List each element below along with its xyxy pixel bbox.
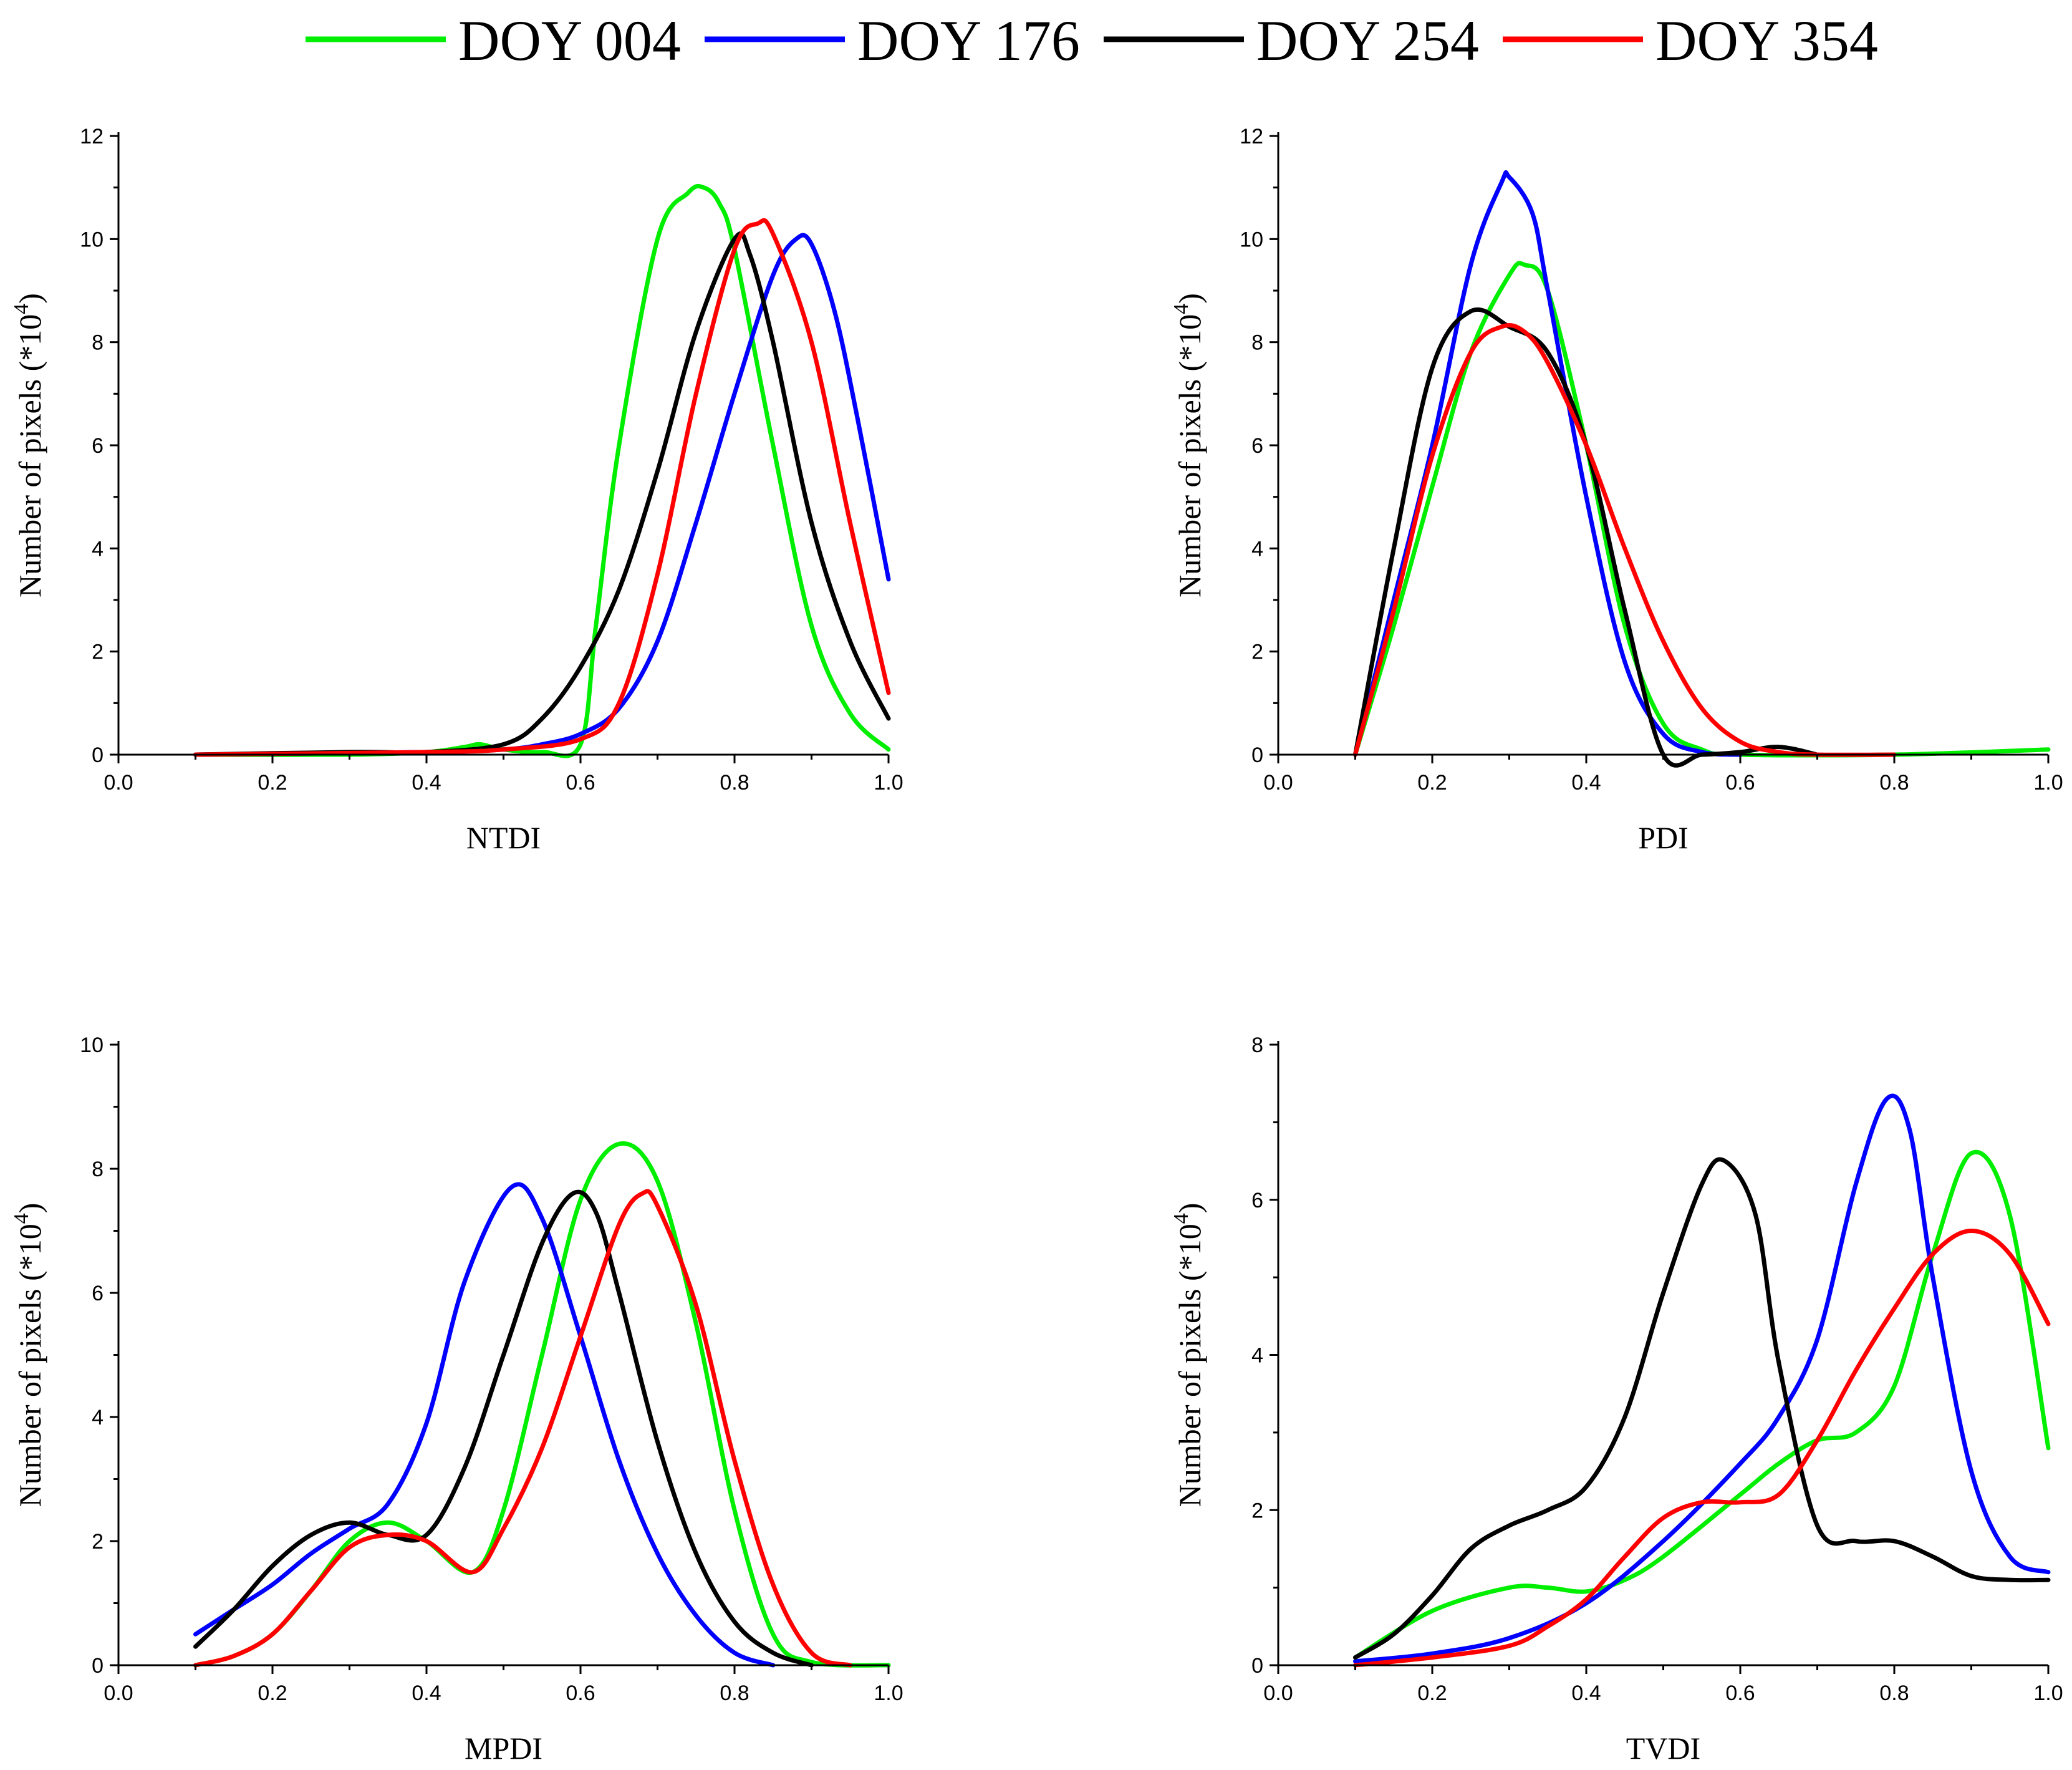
series-group-ntdi [193, 183, 891, 758]
y-axis-title-sup: 4 [1170, 1213, 1193, 1224]
y-tick-label: 6 [92, 1282, 104, 1305]
x-tick-label: 0.0 [104, 1681, 133, 1705]
x-tick-label: 1.0 [874, 1681, 903, 1705]
x-axis-title: TVDI [1626, 1731, 1700, 1766]
y-axis-title-main: Number of pixels (*10 [1172, 1224, 1207, 1507]
series-line-pdi-doy354 [1353, 323, 1897, 757]
y-tick-label: 2 [1251, 641, 1263, 664]
y-tick-label: 0 [1251, 743, 1263, 767]
y-tick-label: 2 [92, 1530, 104, 1554]
y-tick-label: 8 [1251, 1033, 1263, 1057]
series-line-tvdi-doy176 [1353, 1093, 2051, 1664]
y-tick-label: 10 [1240, 228, 1263, 251]
x-tick-label: 0.6 [566, 771, 595, 795]
y-axis-title-close: ) [1172, 293, 1207, 304]
x-tick-label: 1.0 [874, 771, 903, 795]
y-axis-title-close: ) [1172, 1203, 1207, 1214]
y-axis-title-main: Number of pixels (*10 [12, 314, 47, 597]
x-tick-label: 0.4 [412, 1681, 441, 1705]
x-tick-label: 0.8 [1879, 771, 1909, 795]
x-axis-title: NTDI [466, 820, 541, 855]
y-axis-title: Number of pixels (*104) [10, 293, 47, 597]
series-line-tvdi-doy254 [1353, 1157, 2051, 1660]
legend-label-doy004: DOY 004 [458, 9, 681, 72]
series-line-mpdi-doy254 [193, 1189, 814, 1668]
series-line-pdi-doy176 [1353, 170, 1743, 757]
y-axis-title-sup: 4 [10, 304, 33, 314]
x-tick-label: 0.2 [1417, 1681, 1447, 1705]
y-tick-label: 0 [1251, 1654, 1263, 1678]
x-axis-title: MPDI [465, 1731, 542, 1766]
series-line-ntdi-doy354 [193, 218, 891, 757]
y-tick-label: 12 [80, 125, 104, 148]
x-tick-label: 0.4 [1571, 1681, 1601, 1705]
x-tick-label: 0.6 [566, 1681, 595, 1705]
series-line-mpdi-doy176 [193, 1182, 776, 1668]
x-tick-label: 0.8 [720, 771, 749, 795]
legend: DOY 004 DOY 176 DOY 254 DOY 354 [306, 9, 1878, 72]
y-tick-label: 8 [1251, 331, 1263, 355]
y-axis-title-main: Number of pixels (*10 [1172, 314, 1207, 597]
legend-label-doy354: DOY 354 [1655, 9, 1878, 72]
x-tick-label: 0.8 [1879, 1681, 1909, 1705]
panel-ntdi: 0.0 0.2 0.4 0.6 0.8 1.0 0 2 4 6 8 10 12 NTDI Number of… [10, 125, 903, 855]
y-tick-label: 4 [1251, 1344, 1263, 1368]
x-tick-label: 0.0 [1263, 771, 1293, 795]
y-tick-label: 8 [92, 331, 104, 355]
y-axis-title-main: Number of pixels (*10 [12, 1224, 47, 1507]
y-tick-label: 2 [92, 641, 104, 664]
x-tick-label: 0.2 [258, 1681, 287, 1705]
series-group-tvdi [1353, 1093, 2051, 1668]
panel-pdi: 0.0 0.2 0.4 0.6 0.8 1.0 0 2 4 6 8 10 12 PDI Number of … [1170, 125, 2063, 855]
series-group-pdi [1353, 170, 2051, 768]
y-tick-label: 6 [1251, 1189, 1263, 1212]
y-tick-label: 0 [92, 743, 104, 767]
x-tick-label: 0.4 [1571, 771, 1601, 795]
x-tick-label: 0.2 [1417, 771, 1447, 795]
y-tick-label: 4 [1251, 537, 1263, 561]
series-line-mpdi-doy354 [193, 1189, 852, 1668]
legend-label-doy254: DOY 254 [1256, 9, 1479, 72]
y-tick-label: 12 [1240, 125, 1263, 148]
series-line-pdi-doy254 [1353, 307, 1819, 768]
x-tick-label: 0.0 [104, 771, 133, 795]
panel-mpdi: 0.0 0.2 0.4 0.6 0.8 1.0 0 2 4 6 8 10 MPDI Number of p… [10, 1033, 903, 1766]
series-line-ntdi-doy004 [193, 183, 891, 758]
x-tick-label: 0.6 [1725, 1681, 1755, 1705]
y-tick-label: 4 [92, 1406, 104, 1429]
series-line-pdi-doy004 [1353, 261, 2051, 758]
y-tick-label: 4 [92, 537, 104, 561]
x-tick-label: 0.8 [720, 1681, 749, 1705]
x-tick-label: 1.0 [2033, 1681, 2063, 1705]
x-tick-label: 0.2 [258, 771, 287, 795]
y-tick-label: 8 [92, 1158, 104, 1181]
y-tick-label: 2 [1251, 1499, 1263, 1522]
series-line-tvdi-doy354 [1353, 1229, 2051, 1668]
x-tick-label: 1.0 [2033, 771, 2063, 795]
y-tick-label: 6 [92, 434, 104, 458]
y-axis-title: Number of pixels (*104) [1170, 1203, 1207, 1507]
y-axis-title-sup: 4 [10, 1213, 33, 1224]
x-axis-title: PDI [1638, 820, 1689, 855]
y-tick-label: 6 [1251, 434, 1263, 458]
y-tick-label: 10 [80, 228, 104, 251]
y-tick-label: 0 [92, 1654, 104, 1678]
y-tick-label: 10 [80, 1033, 104, 1057]
series-group-mpdi [193, 1141, 891, 1668]
legend-label-doy176: DOY 176 [857, 9, 1080, 72]
y-axis-title-close: ) [12, 293, 47, 304]
y-axis-title: Number of pixels (*104) [10, 1203, 47, 1507]
x-tick-label: 0.6 [1725, 771, 1755, 795]
y-axis-title: Number of pixels (*104) [1170, 293, 1207, 597]
panel-tvdi: 0.0 0.2 0.4 0.6 0.8 1.0 0 2 4 6 8 TVDI Number of pix… [1170, 1033, 2063, 1766]
x-tick-label: 0.0 [1263, 1681, 1293, 1705]
series-line-tvdi-doy004 [1353, 1149, 2051, 1660]
y-axis-title-close: ) [12, 1203, 47, 1214]
y-axis-title-sup: 4 [1170, 304, 1193, 314]
x-tick-label: 0.4 [412, 771, 441, 795]
